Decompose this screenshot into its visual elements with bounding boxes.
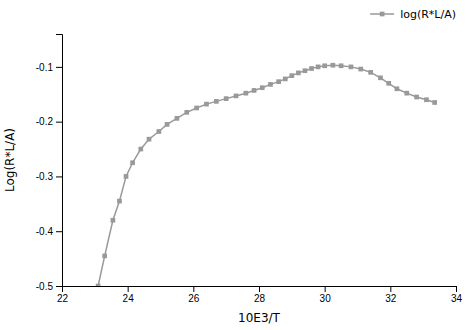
legend: log(R*L/A) (370, 8, 456, 21)
marker (147, 137, 152, 142)
tick: 28 (254, 286, 266, 304)
plot-area: 22 24 26 28 30 32 34 -0.5 -0.4 -0.3 -0.2 -0.1 10E3/T… (3, 35, 462, 326)
legend-item: log(R*L/A) (370, 8, 456, 21)
marker (358, 67, 363, 72)
tick: 22 (57, 286, 69, 304)
tick-mark (128, 286, 129, 292)
marker (234, 94, 239, 99)
marker (309, 66, 314, 71)
tick-label: 28 (254, 293, 266, 304)
marker (378, 75, 383, 80)
tick: 24 (123, 286, 135, 304)
y-axis-title: Log(R*L/A) (3, 128, 17, 192)
marker (244, 91, 249, 96)
marker (331, 63, 336, 68)
tick-mark (56, 176, 62, 177)
legend-marker (380, 12, 385, 17)
tick: 30 (320, 286, 332, 304)
marker (339, 63, 344, 68)
y-axis: -0.5 -0.4 -0.3 -0.2 -0.1 (36, 35, 63, 292)
marker (96, 284, 101, 286)
marker (138, 147, 143, 152)
x-axis-title: 10E3/T (238, 311, 281, 325)
marks (96, 63, 437, 286)
tick-label: -0.2 (36, 116, 54, 127)
marker (283, 77, 288, 82)
tick: 26 (188, 286, 200, 304)
tick: -0.3 (36, 171, 62, 182)
tick-label: 22 (57, 293, 69, 304)
marker (165, 122, 170, 127)
tick: 34 (451, 286, 463, 304)
tick-label: 34 (451, 293, 463, 304)
marker (414, 95, 419, 100)
marker (424, 97, 429, 102)
marker (124, 174, 129, 179)
marker (404, 91, 409, 96)
tick-mark (56, 122, 62, 123)
marker (322, 63, 327, 68)
marker (204, 102, 209, 107)
tick-label: -0.3 (36, 171, 54, 182)
marker (268, 82, 273, 87)
tick-mark (193, 286, 194, 292)
tick-mark (56, 286, 62, 287)
marker (395, 86, 400, 91)
marker (157, 129, 162, 134)
marker (432, 100, 437, 105)
x-axis: 22 24 26 28 30 32 34 (57, 286, 463, 304)
tick-mark (325, 286, 326, 292)
tick-label: 26 (188, 293, 200, 304)
tick-label: 24 (123, 293, 135, 304)
marker (194, 106, 199, 111)
marker (224, 96, 229, 101)
marker (117, 199, 122, 204)
marker (296, 71, 301, 76)
tick-label: -0.1 (36, 62, 54, 73)
tick: 32 (385, 286, 397, 304)
tick: -0.4 (36, 226, 62, 237)
tick-label: 32 (385, 293, 397, 304)
marker (252, 88, 257, 93)
tick-mark (456, 286, 457, 292)
tick-label: -0.5 (36, 281, 54, 292)
chart: 22 24 26 28 30 32 34 -0.5 -0.4 -0.3 -0.2 -0.1 10E3/T… (0, 0, 474, 330)
marker (368, 70, 373, 75)
marker (349, 65, 354, 70)
marker (289, 73, 294, 78)
marker (316, 65, 321, 70)
marker (111, 218, 116, 223)
tick-label: 30 (320, 293, 332, 304)
axis-line (56, 35, 63, 287)
marker (175, 116, 180, 121)
marker (214, 99, 219, 104)
marker (130, 160, 135, 165)
tick-mark (390, 286, 391, 292)
tick-mark (259, 286, 260, 292)
tick: -0.5 (36, 281, 62, 292)
tick-mark (56, 67, 62, 68)
axis-line (63, 287, 457, 293)
tick: -0.1 (36, 62, 62, 73)
marker (184, 110, 189, 115)
marker (386, 81, 391, 86)
legend-label: log(R*L/A) (400, 8, 456, 21)
marker (276, 79, 281, 84)
line (98, 65, 435, 286)
tick-label: -0.4 (36, 226, 54, 237)
marker (260, 85, 265, 90)
marker (102, 254, 107, 259)
tick: -0.2 (36, 116, 62, 127)
tick-mark (56, 231, 62, 232)
marker (303, 68, 308, 73)
